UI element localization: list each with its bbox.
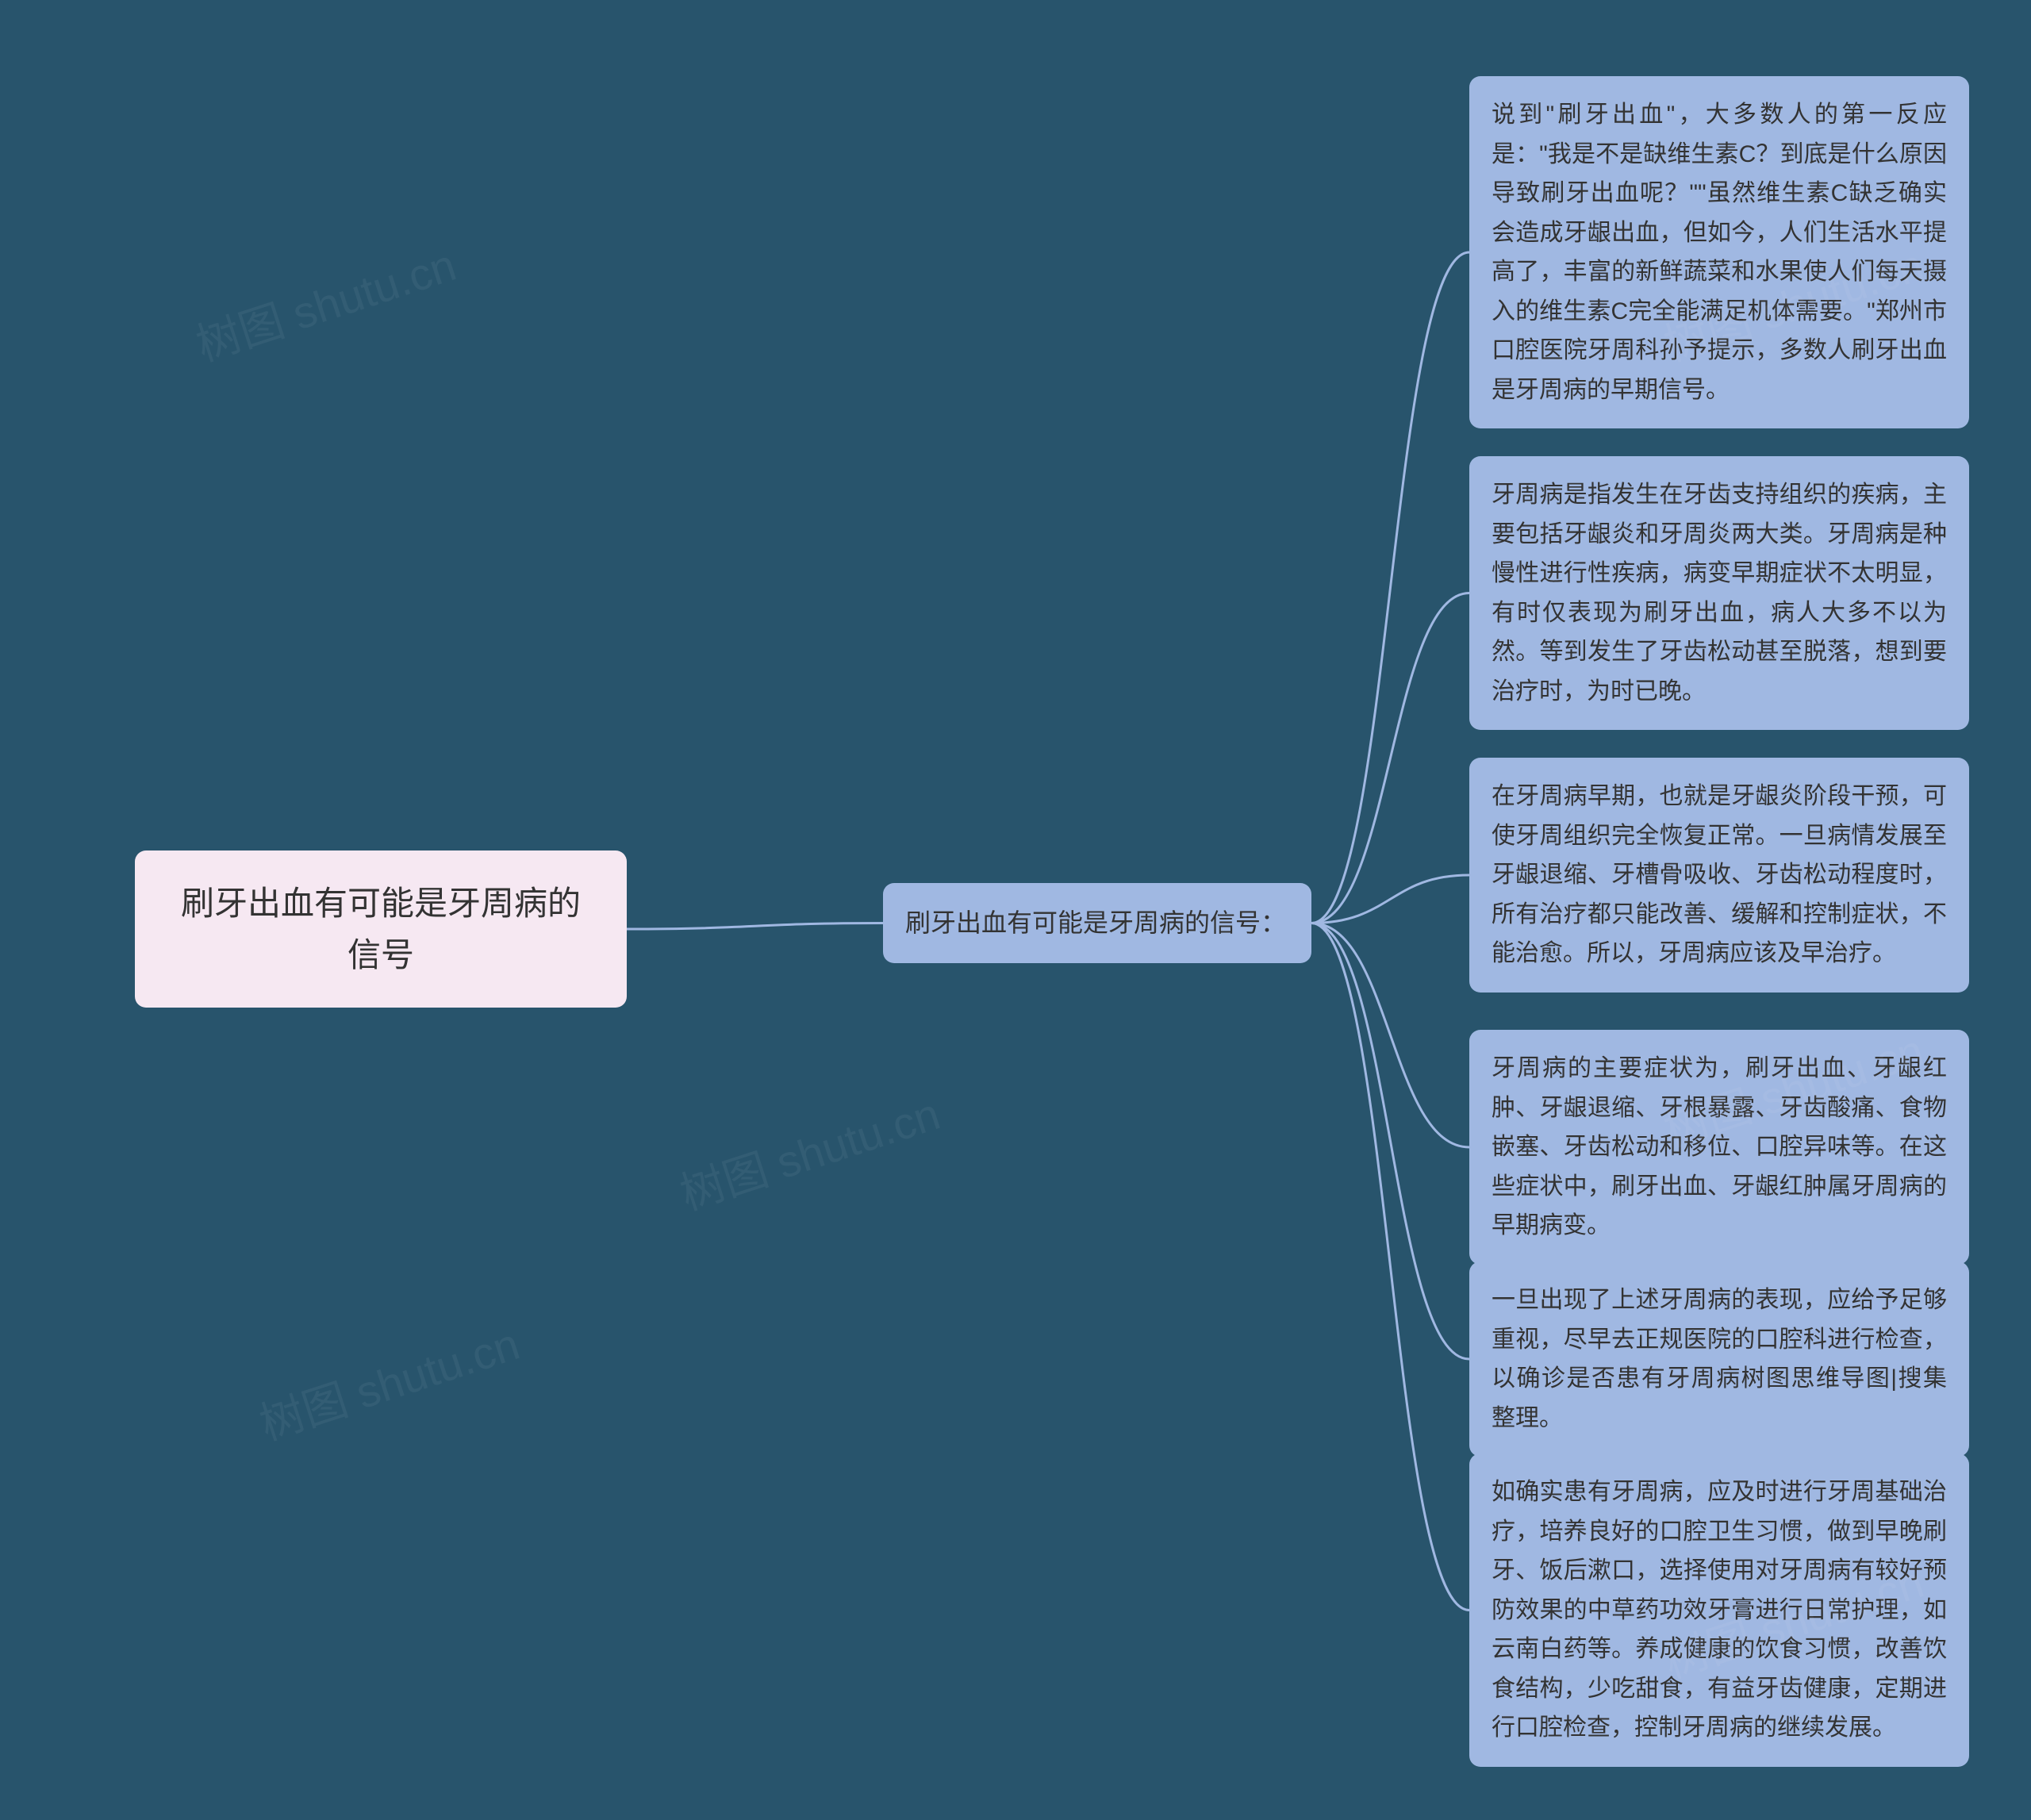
leaf-node-0: 说到"刷牙出血"，大多数人的第一反应是："我是不是缺维生素C？到底是什么原因导致… — [1469, 76, 1969, 428]
root-node: 刷牙出血有可能是牙周病的信号 — [135, 850, 627, 1008]
leaf-node-5: 如确实患有牙周病，应及时进行牙周基础治疗，培养良好的口腔卫生习惯，做到早晚刷牙、… — [1469, 1453, 1969, 1767]
watermark: 树图 shutu.cn — [187, 230, 463, 374]
leaf-node-4: 一旦出现了上述牙周病的表现，应给予足够重视，尽早去正规医院的口腔科进行检查，以确… — [1469, 1261, 1969, 1457]
watermark: 树图 shutu.cn — [251, 1309, 527, 1453]
leaf-node-3: 牙周病的主要症状为，刷牙出血、牙龈红肿、牙龈退缩、牙根暴露、牙齿酸痛、食物嵌塞、… — [1469, 1030, 1969, 1265]
leaf-node-1: 牙周病是指发生在牙齿支持组织的疾病，主要包括牙龈炎和牙周炎两大类。牙周病是种慢性… — [1469, 456, 1969, 730]
mid-node: 刷牙出血有可能是牙周病的信号： — [883, 883, 1311, 963]
watermark: 树图 shutu.cn — [671, 1079, 947, 1223]
leaf-node-2: 在牙周病早期，也就是牙龈炎阶段干预，可使牙周组织完全恢复正常。一旦病情发展至牙龈… — [1469, 758, 1969, 993]
